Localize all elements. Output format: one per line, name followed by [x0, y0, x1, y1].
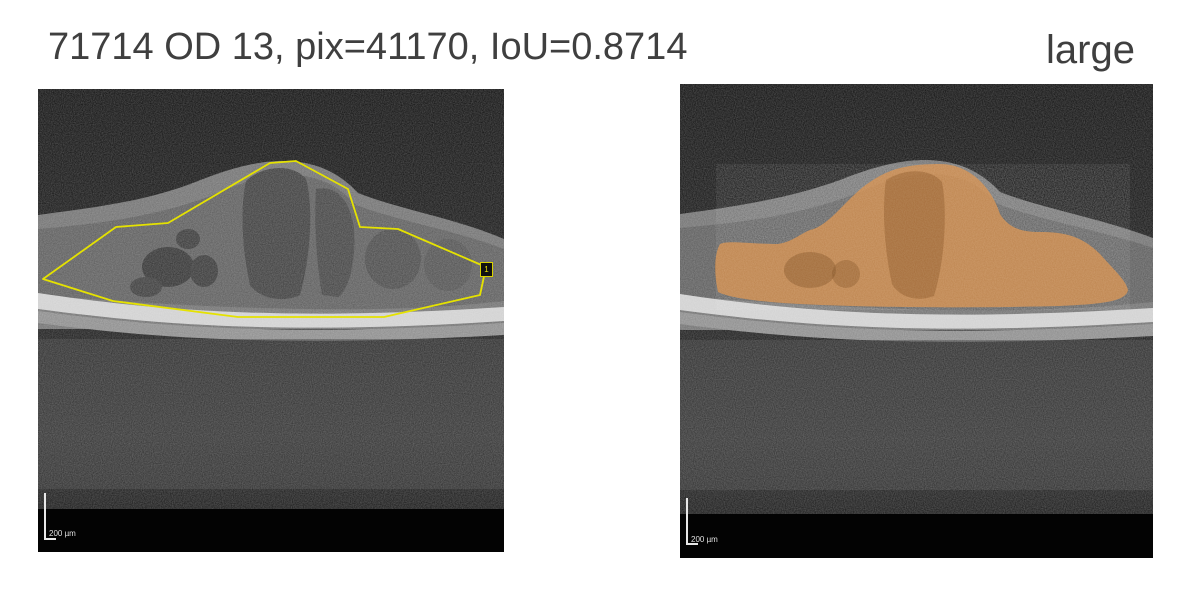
scale-bar [686, 498, 688, 544]
size-category-label: large [1046, 28, 1135, 72]
scale-bar-foot [44, 538, 56, 540]
annotation-marker: 1 [480, 262, 493, 277]
oct-scan-mask-image [680, 84, 1153, 558]
lesion-outline [42, 160, 487, 318]
scale-bar-label: 200 µm [691, 535, 718, 544]
oct-scan-annotated: 1 200 µm [38, 89, 504, 552]
oct-scan-segmented: 200 µm [680, 84, 1153, 558]
scale-bar-foot [686, 543, 698, 545]
scale-bar [44, 493, 46, 539]
figure-title: 71714 OD 13, pix=41170, IoU=0.8714 [48, 26, 688, 68]
scale-bar-label: 200 µm [49, 529, 76, 538]
oct-scan-image [38, 89, 504, 552]
